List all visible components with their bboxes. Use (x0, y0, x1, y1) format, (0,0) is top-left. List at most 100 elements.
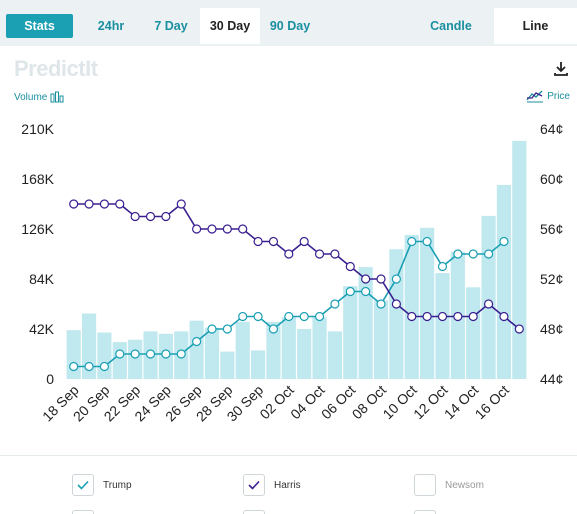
price-axis-tick-label: 56¢ (540, 221, 563, 237)
volume-bar (312, 317, 327, 379)
tab-24hr[interactable]: 24hr (97, 19, 125, 33)
volume-legend: Volume (14, 91, 64, 103)
x-axis-tick-label: 16 Oct (472, 382, 513, 423)
tab-candle[interactable]: Candle (430, 19, 472, 33)
check-icon (248, 480, 260, 490)
data-point-trump (330, 299, 340, 309)
price-axis-tick-label: 60¢ (540, 171, 563, 187)
checkbox-partial[interactable] (72, 510, 94, 514)
data-point-trump (130, 349, 140, 359)
data-point-harris (145, 211, 156, 222)
data-point-harris (115, 199, 125, 209)
volume-bar (112, 342, 127, 379)
data-point-harris (299, 236, 309, 247)
volume-bar (466, 287, 481, 379)
volume-bar (220, 351, 235, 379)
volume-bar (81, 313, 97, 379)
checkbox-partial[interactable] (243, 510, 265, 514)
volume-axis-tick-label: 84K (29, 271, 55, 287)
data-point-harris (437, 311, 448, 322)
data-point-harris (314, 249, 325, 259)
data-point-harris (514, 324, 524, 334)
data-point-harris (391, 299, 401, 309)
range-tab-bar: Stats 24hr 7 Day 30 Day 90 Day Candle Li… (0, 0, 577, 46)
candidate-toggle-trump[interactable]: Trump (72, 473, 132, 497)
data-point-harris (499, 311, 509, 322)
data-point-trump (453, 249, 463, 259)
stats-button[interactable]: Stats (6, 14, 73, 38)
data-point-harris (192, 224, 202, 234)
volume-bar (204, 327, 220, 379)
data-point-trump (314, 311, 325, 322)
tab-7-day[interactable]: 7 Day (154, 19, 188, 33)
volume-bar (128, 339, 143, 379)
data-point-trump (161, 349, 171, 359)
volume-bar (404, 234, 419, 379)
volume-bar (297, 329, 312, 379)
volume-bar (66, 330, 81, 379)
candidate-toggle-newsom[interactable]: Newsom (414, 473, 484, 497)
checkbox-harris[interactable] (243, 474, 265, 496)
data-point-trump (238, 311, 248, 322)
volume-bar (358, 267, 373, 379)
data-point-trump (422, 236, 432, 247)
data-point-trump (376, 299, 386, 309)
data-point-trump (99, 361, 110, 372)
checkbox-trump[interactable] (72, 474, 94, 496)
divider (0, 455, 577, 456)
volume-bar (97, 332, 112, 379)
x-axis-tick-label: 06 Oct (318, 382, 359, 423)
data-point-trump (192, 336, 202, 347)
data-point-harris (207, 224, 217, 234)
volume-bar (512, 140, 527, 379)
check-icon (77, 480, 89, 490)
data-point-trump (437, 261, 448, 272)
candidate-toggle-harris[interactable]: Harris (243, 473, 301, 497)
data-point-harris (84, 199, 94, 209)
data-point-trump (145, 349, 156, 359)
data-point-trump (345, 286, 355, 297)
x-axis-tick-label: 08 Oct (349, 382, 390, 423)
volume-bar (420, 227, 435, 379)
data-point-trump (222, 324, 232, 334)
volume-bar (189, 320, 204, 379)
data-point-harris (376, 274, 386, 284)
price-axis-tick-label: 48¢ (540, 321, 563, 337)
x-axis-tick-label: 02 Oct (256, 382, 297, 423)
data-point-trump (299, 311, 309, 322)
data-point-harris (161, 211, 171, 222)
volume-bar (251, 350, 266, 379)
checkbox-newsom[interactable] (414, 474, 436, 496)
x-axis-tick-label: 04 Oct (287, 382, 328, 423)
volume-bar (343, 286, 358, 379)
data-point-trump (176, 349, 186, 359)
data-point-trump (483, 249, 494, 259)
volume-bar (235, 321, 250, 379)
price-legend: Price (526, 89, 570, 103)
tab-90-day[interactable]: 90 Day (269, 19, 311, 33)
price-axis-tick-label: 44¢ (540, 371, 563, 387)
data-point-trump (284, 311, 294, 322)
tab-line[interactable]: Line (494, 8, 577, 44)
download-icon[interactable] (554, 61, 568, 77)
data-point-trump (407, 236, 417, 247)
volume-bar (327, 331, 342, 379)
x-axis-tick-label: 14 Oct (441, 382, 482, 423)
volume-bar (281, 317, 296, 379)
bar-chart-icon (50, 91, 64, 103)
volume-label: Volume (14, 91, 48, 103)
volume-bar (373, 300, 389, 379)
data-point-harris (453, 311, 463, 322)
line-chart-icon (526, 90, 544, 103)
volume-axis-tick-label: 0 (46, 371, 54, 387)
checkbox-partial[interactable] (414, 510, 436, 514)
data-point-trump (391, 274, 401, 284)
data-point-trump (499, 236, 509, 247)
price-volume-chart: 042K84K126K168K210K44¢48¢52¢56¢60¢64¢18 … (21, 121, 563, 424)
data-point-harris (407, 311, 417, 322)
data-point-trump (253, 311, 263, 322)
tab-30-day[interactable]: 30 Day (200, 8, 260, 44)
data-point-harris (422, 311, 432, 322)
data-point-harris (238, 224, 248, 234)
volume-bar (266, 321, 281, 379)
